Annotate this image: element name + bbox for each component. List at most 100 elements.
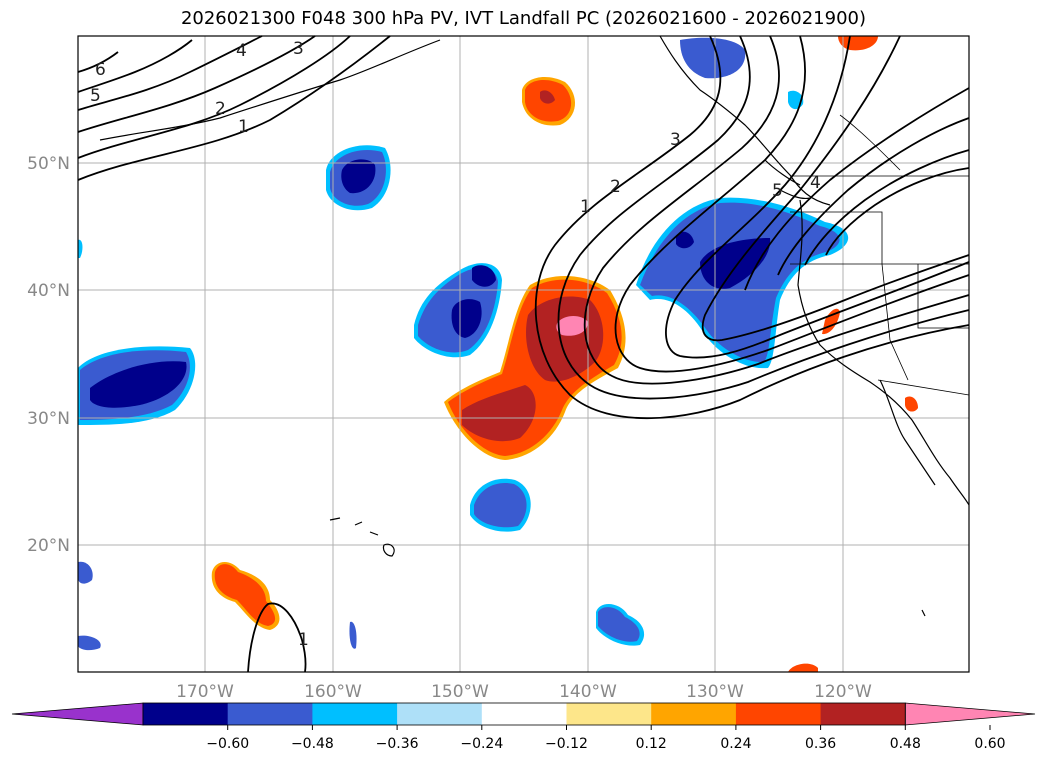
colorbar-tick-label: 0.48 <box>890 736 921 752</box>
lon-label-120w: 120°W <box>814 682 872 702</box>
small-island <box>921 609 926 617</box>
contour-label-3: 3 <box>293 39 304 59</box>
lat-label-50: 50°N <box>27 154 70 174</box>
pos-blob-north-core <box>540 90 555 104</box>
lon-label-170w: 170°W <box>176 682 234 702</box>
contour-trough-6 <box>701 35 970 342</box>
contour-label-6: 6 <box>95 60 106 80</box>
na-west-coast <box>797 199 970 506</box>
neg-blob-central-core2 <box>472 265 496 287</box>
chart-title: 2026021300 F048 300 hPa PV, IVT Landfall… <box>180 8 867 29</box>
lon-label-150w: 150°W <box>431 682 489 702</box>
pos-blob-south-edge <box>788 663 818 672</box>
contour-trough-5 <box>665 35 970 359</box>
contour-label-2: 2 <box>215 99 226 119</box>
contour-trough-9 <box>804 149 970 266</box>
contour-trough-1 <box>534 35 970 420</box>
colorbar-frame <box>142 702 906 726</box>
lat-label-20: 20°N <box>27 536 70 556</box>
colorbar-segment <box>481 703 567 725</box>
colorbar-tick-label: −0.24 <box>460 736 503 752</box>
contour-nw-2 <box>77 35 351 159</box>
neg-blob-north-core <box>341 159 376 194</box>
contour-labels: 6 5 4 3 2 1 1 2 3 4 5 1 <box>90 39 821 650</box>
state-border-4 <box>881 263 909 381</box>
contour-nw-1 <box>77 35 391 181</box>
contour-trough-7 <box>744 87 970 291</box>
lat-label-40: 40°N <box>27 281 70 301</box>
map-panel: 6 5 4 3 2 1 1 2 3 4 5 1 <box>77 35 970 673</box>
hawaii <box>329 517 395 557</box>
contour-trough-8 <box>777 117 970 276</box>
neg-blob-small-1 <box>78 561 93 584</box>
contour-trough-2 <box>557 35 970 400</box>
contour-label-1-nw: 1 <box>238 117 249 137</box>
longitude-labels: 170°W 160°W 150°W 140°W 130°W 120°W <box>176 682 872 702</box>
colorbar-tick-label: −0.12 <box>545 736 588 752</box>
map-frame <box>77 35 970 673</box>
pos-blob-baja <box>905 396 918 412</box>
contour-label-2-trough: 2 <box>610 177 621 197</box>
neg-blob-small-4 <box>78 239 83 258</box>
neg-blob-central-core <box>451 299 482 338</box>
neg-blob-small-2 <box>78 635 101 651</box>
contour-trough-10 <box>825 167 970 256</box>
colorbar-segment <box>651 703 737 725</box>
contour-label-4: 4 <box>236 41 247 61</box>
lon-label-160w: 160°W <box>304 682 362 702</box>
aleutian-chain <box>99 39 441 141</box>
state-border-1 <box>790 211 969 265</box>
contour-label-1-trough: 1 <box>580 197 591 217</box>
lon-label-140w: 140°W <box>559 682 617 702</box>
colorbar-segment <box>735 703 822 725</box>
mexico-border <box>877 379 970 396</box>
pos-blob-main-dark <box>525 296 604 382</box>
contour-label-4-trough: 4 <box>810 173 821 193</box>
alaska-border <box>839 114 901 171</box>
contour-nw-4 <box>77 35 263 111</box>
colorbar-tick-label: −0.60 <box>206 736 249 752</box>
colorbar-tick-label: 0.12 <box>636 736 667 752</box>
neg-blob-small-3 <box>349 621 357 649</box>
neg-blob-east-core2 <box>676 231 694 249</box>
colorbar-segment <box>820 703 906 725</box>
neg-blob-sw-mid <box>598 607 640 642</box>
contour-trough-4 <box>614 35 970 373</box>
pos-blob-sw-mid <box>214 564 276 626</box>
pos-blob-main-dark2 <box>462 385 536 442</box>
contours <box>77 35 970 673</box>
pos-blob-main-max <box>556 316 588 336</box>
contour-nw-6 <box>77 51 119 73</box>
contour-label-3-trough: 3 <box>670 130 681 150</box>
baja-coast <box>879 379 936 486</box>
positive-anomalies <box>211 36 918 672</box>
contour-label-5: 5 <box>90 86 101 106</box>
colorbar-segment <box>312 703 398 725</box>
colorbar-tick-label: 0.24 <box>720 736 751 752</box>
colorbar-extend-high <box>904 702 1036 726</box>
latitude-labels: 50°N 40°N 30°N 20°N <box>27 154 70 556</box>
colorbar-segment <box>397 703 483 725</box>
colorbar-extend-low <box>11 702 144 726</box>
neg-blob-west-core <box>90 361 187 408</box>
contour-label-1-south: 1 <box>298 630 309 650</box>
colorbar: −0.60 −0.48 −0.36 −0.24 −0.12 0.12 0.24 0.36 0.4… <box>11 702 1036 752</box>
contour-label-5-trough: 5 <box>772 181 783 201</box>
colorbar-segment <box>227 703 313 725</box>
contour-south-loop <box>247 602 307 673</box>
colorbar-tick-label: 0.60 <box>974 736 1005 752</box>
colorbar-segment <box>566 703 652 725</box>
contour-trough-3 <box>583 35 970 385</box>
colorbar-segment <box>143 703 229 725</box>
colorbar-tick-label: 0.36 <box>805 736 836 752</box>
lat-label-30: 30°N <box>27 409 70 429</box>
coastlines <box>99 35 970 617</box>
contour-nw-3 <box>77 35 316 133</box>
alaska-coast <box>659 35 831 206</box>
negative-anomalies <box>78 37 849 651</box>
neg-blob-south-mid <box>474 482 527 528</box>
colorbar-tick-label: −0.48 <box>291 736 334 752</box>
contour-nw-5 <box>77 39 193 93</box>
neg-blob-alaska <box>680 37 746 79</box>
